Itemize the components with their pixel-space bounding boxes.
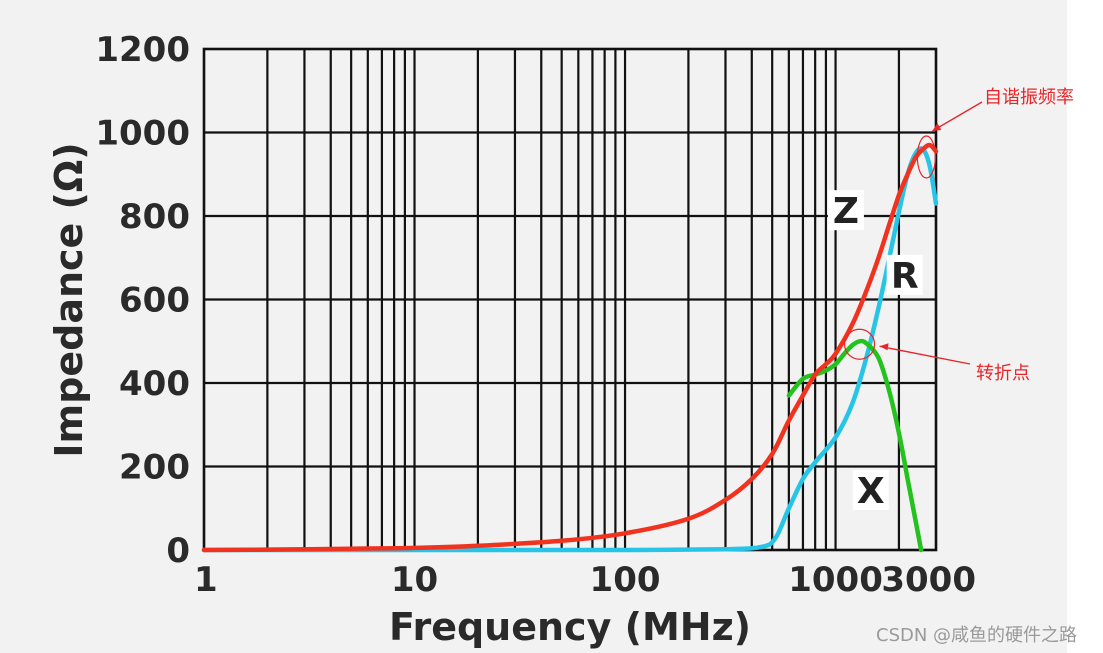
turning-point-marker bbox=[843, 328, 876, 360]
turning-point-label: 转折点 bbox=[976, 363, 1030, 384]
series-line-z bbox=[201, 142, 939, 553]
self-resonance-arrow bbox=[932, 101, 983, 132]
x-tick-label: 1000 bbox=[788, 560, 883, 600]
x-axis-title: Frequency (MHz) bbox=[389, 605, 751, 649]
y-tick-label: 0 bbox=[166, 531, 190, 571]
series-label-background bbox=[852, 469, 889, 510]
series-label-background bbox=[827, 190, 864, 231]
turning-point-arrow bbox=[879, 345, 971, 365]
series-label-z: Z bbox=[833, 191, 859, 232]
x-tick-label: 100 bbox=[590, 560, 661, 600]
series-labels: ZR X bbox=[827, 190, 923, 512]
y-axis-title: Impedance (Ω) bbox=[47, 142, 91, 457]
x-tick-label: 1 bbox=[194, 560, 218, 600]
y-tick-label: 1200 bbox=[95, 30, 190, 70]
self-resonance-arrowhead bbox=[932, 123, 942, 132]
curves bbox=[201, 142, 939, 553]
y-tick-label: 800 bbox=[119, 197, 190, 237]
x-tick-label: 10 bbox=[391, 560, 438, 600]
series-label-r: R bbox=[891, 256, 919, 297]
self-resonance-label: 自谐振频率 bbox=[984, 87, 1074, 108]
y-tick-label: 200 bbox=[119, 448, 190, 488]
watermark: CSDN @咸鱼的硬件之路 bbox=[876, 625, 1077, 646]
chart-panel bbox=[0, 0, 1067, 653]
turning-point-arrowhead bbox=[879, 343, 889, 351]
self-resonance-marker bbox=[916, 135, 936, 179]
y-tick-label: 600 bbox=[119, 281, 190, 321]
series-label-x: X bbox=[857, 471, 885, 512]
y-tick-label: 1000 bbox=[95, 114, 190, 154]
y-tick-labels: 0 200 400 600 800 1000 1200 bbox=[95, 30, 190, 571]
y-tick-label: 400 bbox=[119, 364, 190, 404]
x-tick-label: 3000 bbox=[881, 560, 976, 600]
series-label-background bbox=[886, 254, 923, 295]
